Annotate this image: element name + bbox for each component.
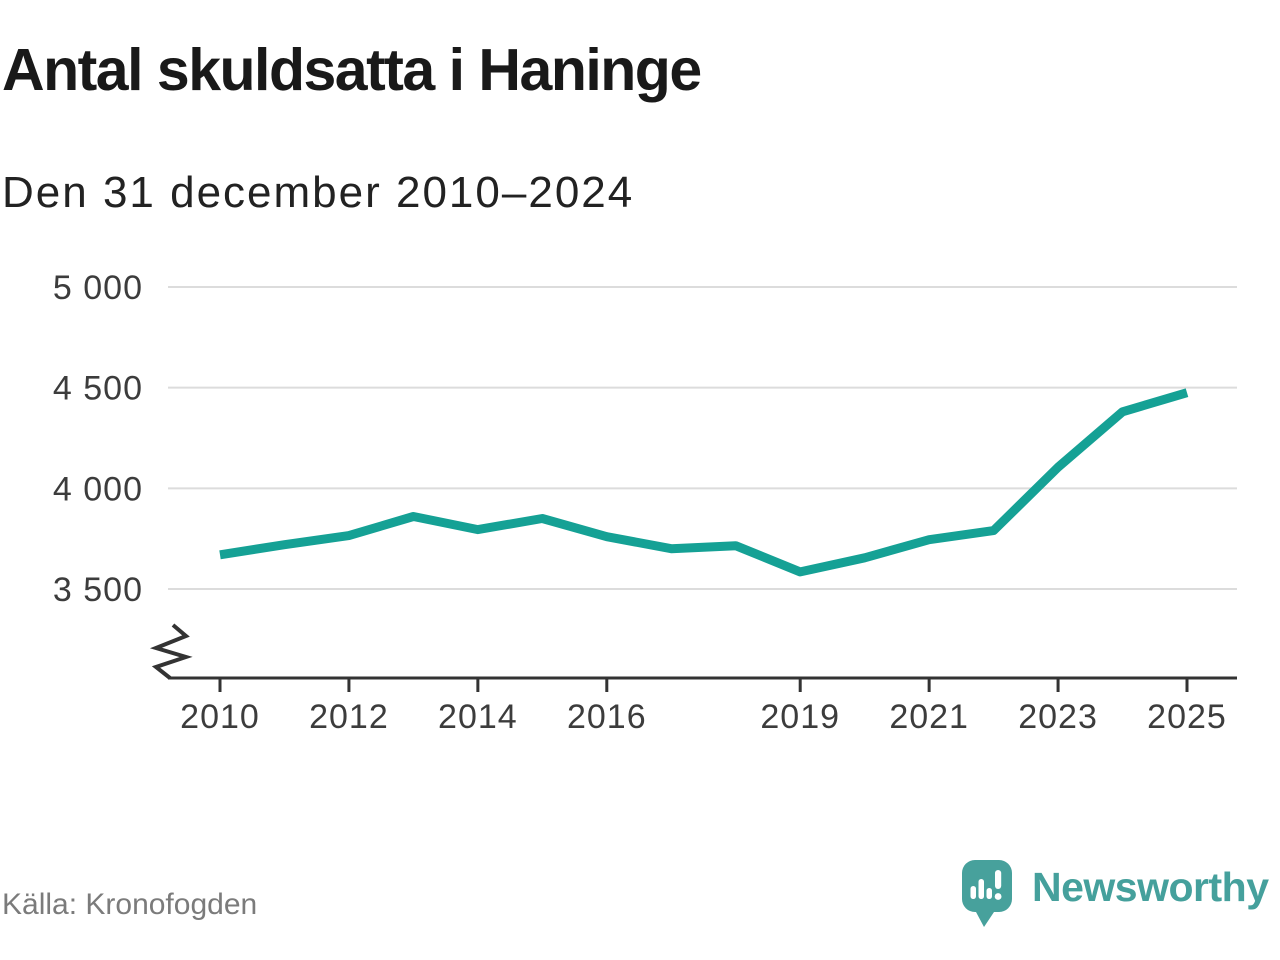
data-line-antal-skuldsatta [219, 388, 1189, 577]
y-tick-label: 4 000 [53, 470, 143, 508]
chart-subtitle: Den 31 december 2010–2024 [2, 168, 635, 217]
y-tick-label: 5 000 [53, 269, 143, 307]
x-tick-label: 2014 [438, 698, 518, 736]
x-tick-label: 2019 [760, 698, 840, 736]
x-tick-label: 2025 [1147, 698, 1227, 736]
x-tick-label: 2021 [889, 698, 969, 736]
x-tick-label: 2023 [1018, 698, 1098, 736]
x-tick-label: 2012 [309, 698, 389, 736]
exclamation-dot [994, 893, 1002, 900]
y-tick-label: 4 500 [53, 370, 143, 408]
bar-2 [978, 879, 984, 899]
x-tick-label: 2010 [180, 698, 260, 736]
newsworthy-logo: Newsworthy [962, 860, 1269, 928]
newsworthy-logo-icon [962, 860, 1012, 927]
bar-1 [970, 886, 976, 899]
y-tick-label: 3 500 [53, 571, 143, 609]
x-tick-label: 2016 [567, 698, 647, 736]
source-caption: Källa: Kronofogden [2, 888, 258, 921]
axis-break-zigzag [149, 623, 193, 680]
exclamation-bar [995, 870, 1002, 889]
newsworthy-wordmark: Newsworthy [1032, 864, 1269, 910]
bar-3 [986, 888, 992, 899]
page-title: Antal skuldsatta i Haninge [2, 37, 702, 103]
